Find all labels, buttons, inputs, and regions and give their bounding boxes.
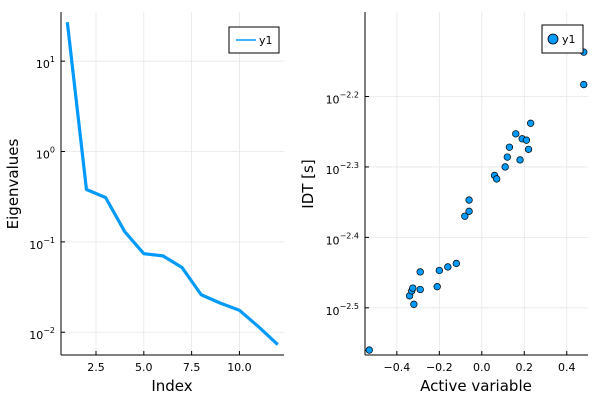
eigenvalue-x-tick-label: 10.0	[227, 361, 252, 374]
idt-data-point	[465, 207, 473, 215]
eigenvalue-y-tick-label: 101	[36, 55, 55, 71]
idt-data-point	[444, 263, 452, 271]
idt-data-point	[501, 163, 509, 171]
idt-data-point	[452, 259, 460, 268]
eigenvalue-x-axis-label: Index	[151, 377, 192, 395]
idt-data-point	[512, 130, 520, 138]
idt-data-point	[580, 80, 588, 89]
idt-gridlines	[365, 12, 588, 355]
eigenvalue-gridlines	[61, 12, 284, 355]
idt-x-tick-label: 0.2	[516, 361, 534, 374]
idt-y-tick-label: 10−2.2	[326, 91, 359, 107]
idt-legend-marker-swatch	[547, 33, 559, 45]
idt-data-point	[524, 145, 533, 153]
idt-data-point	[416, 285, 424, 294]
eigenvalue-x-ticks: 2.5 5.0 7.5 10.0	[87, 351, 252, 374]
eigenvalue-series	[65, 21, 279, 346]
eigenvalue-x-tick-label: 7.5	[183, 361, 201, 374]
eigenvalue-x-tick-label: 2.5	[87, 361, 105, 374]
idt-data-point	[516, 156, 524, 164]
idt-y-tick-label: 10−2.3	[326, 161, 359, 177]
idt-data-point	[503, 153, 511, 161]
idt-y-axis-label: IDT [s]	[299, 159, 317, 208]
eigenvalue-y-tick-label: 100	[36, 146, 55, 162]
idt-data-point	[493, 175, 501, 183]
idt-legend: y1	[541, 24, 584, 54]
idt-data-point	[465, 196, 473, 204]
idt-data-point	[410, 300, 418, 308]
idt-data-point	[416, 268, 424, 276]
eigenvalue-series-line	[65, 21, 279, 346]
idt-x-ticks: −0.4 −0.2 0.0 0.2 0.4	[383, 351, 576, 374]
idt-data-point	[435, 266, 443, 275]
idt-data-point	[409, 284, 417, 292]
idt-y-tick-label: 10−2.5	[326, 302, 359, 318]
idt-data-point	[461, 212, 469, 220]
idt-x-tick-label: 0.4	[558, 361, 576, 374]
idt-y-tick-label: 10−2.4	[326, 231, 359, 247]
eigenvalue-panel: 2.5 5.0 7.5 10.0 10−2 10−1 100 101 Index Eigen…	[4, 12, 284, 395]
idt-series	[365, 48, 588, 354]
eigenvalue-y-axis-label: Eigenvalues	[4, 138, 22, 229]
idt-x-tick-label: −0.2	[426, 361, 453, 374]
idt-data-point	[505, 143, 514, 151]
idt-x-axis-label: Active variable	[420, 377, 532, 395]
idt-data-point	[433, 283, 441, 291]
idt-panel: −0.4 −0.2 0.0 0.2 0.4 10−2.510−2.410−2.310−2…	[299, 12, 588, 395]
eigenvalue-x-tick-label: 5.0	[135, 361, 153, 374]
idt-legend-label: y1	[562, 33, 576, 46]
eigenvalue-y-ticks: 10−2 10−1 100 101	[29, 55, 65, 342]
eigenvalue-legend: y1	[228, 26, 280, 54]
idt-data-point	[522, 136, 531, 144]
idt-y-ticks: 10−2.5 10−2.4 10−2.3 10−2.2	[326, 91, 369, 318]
idt-x-tick-label: 0.0	[473, 361, 491, 374]
eigenvalue-legend-label: y1	[259, 34, 273, 47]
eigenvalue-y-tick-label: 10−1	[29, 236, 55, 252]
eigenvalue-y-tick-label: 10−2	[29, 326, 55, 342]
idt-data-point	[527, 119, 535, 127]
idt-data-point	[365, 346, 373, 354]
idt-x-tick-label: −0.4	[383, 361, 410, 374]
